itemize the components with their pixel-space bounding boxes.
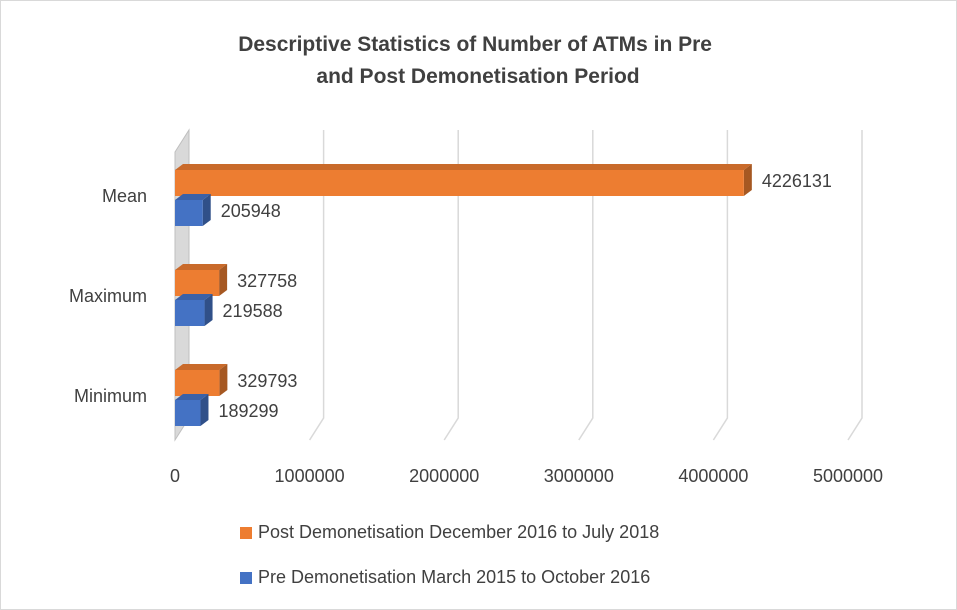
title-line: Descriptive Statistics of Number of ATMs… [238, 33, 712, 56]
bar-top [175, 364, 228, 370]
bar [175, 364, 228, 396]
bar [175, 264, 228, 296]
bar-side [219, 364, 228, 396]
y-tick-label: Mean [102, 186, 147, 206]
x-tick-label: 2000000 [409, 466, 479, 486]
y-tick-label: Maximum [69, 286, 147, 306]
bar-top [175, 294, 213, 300]
legend-label: Pre Demonetisation March 2015 to October… [258, 567, 650, 587]
grid-line [443, 130, 459, 441]
bar-side [743, 164, 752, 196]
legend-swatch [240, 527, 252, 539]
title-line: and Post Demonetisation Period [316, 65, 639, 88]
data-label: 4226131 [762, 171, 832, 191]
y-tick-label: Minimum [74, 386, 147, 406]
chart-title: Descriptive Statistics of Number of ATMs… [238, 33, 718, 88]
bar-side [202, 194, 211, 226]
data-label: 327758 [237, 271, 297, 291]
x-tick-label: 4000000 [678, 466, 748, 486]
grid-line [578, 130, 594, 441]
legend-swatch [240, 572, 252, 584]
data-label: 219588 [223, 301, 283, 321]
x-tick-label: 1000000 [275, 466, 345, 486]
bar-front [175, 170, 744, 196]
bar-side [204, 294, 213, 326]
data-label: 329793 [237, 371, 297, 391]
bar-side [219, 264, 228, 296]
bar-top [175, 194, 211, 200]
bar-top [175, 264, 228, 270]
bar-front [175, 400, 201, 426]
bar [175, 394, 209, 426]
bar-side [200, 394, 209, 426]
x-tick-label: 0 [170, 466, 180, 486]
x-tick-label: 5000000 [813, 466, 883, 486]
bar-front [175, 200, 203, 226]
data-label: 189299 [218, 401, 278, 421]
bar-front [175, 270, 220, 296]
grid-line [847, 130, 863, 441]
bar-top [175, 394, 209, 400]
x-tick-label: 3000000 [544, 466, 614, 486]
bar [175, 294, 213, 326]
legend-label: Post Demonetisation December 2016 to Jul… [258, 522, 659, 542]
data-label: 205948 [221, 201, 281, 221]
bar-front [175, 300, 205, 326]
bar-top [175, 164, 752, 170]
bar [175, 164, 752, 196]
bar [175, 194, 211, 226]
bar-front [175, 370, 220, 396]
grid-line [308, 130, 325, 441]
grid-line [712, 130, 729, 441]
